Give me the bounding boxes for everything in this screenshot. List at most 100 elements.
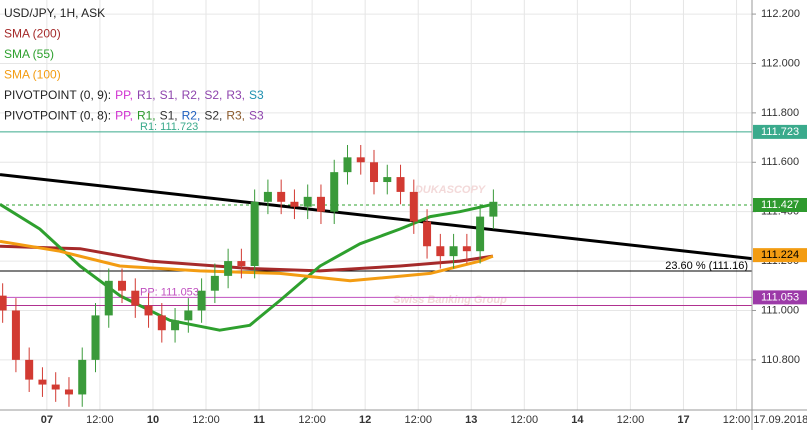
legend-item: R1, bbox=[137, 109, 156, 123]
x-tick-label: 11 bbox=[253, 414, 265, 426]
candle-body bbox=[396, 177, 405, 192]
x-tick-label: 12:00 bbox=[404, 414, 432, 426]
sma-line bbox=[0, 244, 494, 273]
legend-entry: SMA (55) bbox=[4, 47, 54, 61]
legend-item: S1, bbox=[160, 109, 178, 123]
trend-line bbox=[0, 173, 752, 261]
candle-body bbox=[423, 221, 432, 247]
price-badge-label: 111.723 bbox=[761, 126, 799, 138]
candle-body bbox=[277, 191, 286, 202]
x-tick-label: 12 bbox=[359, 414, 371, 426]
candle-body bbox=[370, 162, 379, 183]
price-badge bbox=[753, 248, 807, 263]
legend-item: S2, bbox=[204, 88, 222, 102]
candle-body bbox=[0, 295, 7, 311]
price-badge bbox=[753, 290, 807, 305]
candle-body bbox=[343, 157, 352, 173]
y-tick-label: 110.800 bbox=[761, 354, 800, 366]
chart-title: USD/JPY, 1H, ASK bbox=[4, 6, 105, 20]
legend-item: R1, bbox=[137, 88, 156, 102]
level-label: PP: 111.053 bbox=[140, 286, 199, 298]
y-tick-label: 111.600 bbox=[761, 156, 799, 168]
x-tick-label: 12:00 bbox=[617, 414, 645, 426]
candle-body bbox=[263, 191, 272, 202]
x-tick-label: 12:00 bbox=[192, 414, 220, 426]
candle-body bbox=[197, 290, 206, 311]
price-badge-label: 111.427 bbox=[761, 199, 799, 211]
candle-body bbox=[25, 359, 34, 380]
candle-body bbox=[476, 216, 485, 252]
candle-body bbox=[316, 196, 325, 212]
legend-item: PP, bbox=[115, 88, 133, 102]
candle-body bbox=[51, 384, 60, 390]
legend: USD/JPY, 1H, ASK SMA (200) SMA (55) SMA (10… bbox=[4, 6, 264, 123]
sma-line bbox=[0, 202, 494, 332]
level-label: R1: 111.723 bbox=[140, 121, 198, 133]
legend-item: S2, bbox=[204, 109, 222, 123]
watermark-text: DUKASCOPY bbox=[415, 184, 487, 196]
candle-body bbox=[144, 305, 153, 316]
legend-entry: SMA (200) bbox=[4, 27, 61, 41]
legend-label: PIVOTPOINT (0, 9): bbox=[4, 88, 111, 102]
y-tick-label: 112.200 bbox=[761, 8, 800, 20]
candle-body bbox=[250, 201, 259, 267]
candle-body bbox=[224, 261, 233, 276]
x-tick-label: 07 bbox=[41, 414, 53, 426]
legend-item: R2, bbox=[182, 88, 201, 102]
candle-body bbox=[449, 246, 458, 257]
x-tick-label: 13 bbox=[465, 414, 477, 426]
x-tick-label: 12:00 bbox=[86, 414, 114, 426]
candle-body bbox=[330, 172, 339, 212]
candle-body bbox=[38, 379, 47, 385]
legend-item: S3 bbox=[249, 109, 264, 123]
level-label: 23.60 % (111.16) bbox=[665, 260, 748, 272]
y-tick-label: 111.800 bbox=[761, 107, 799, 119]
x-tick-label: 17 bbox=[677, 414, 689, 426]
x-tick-label: 17.09.2018 bbox=[753, 414, 807, 426]
y-tick-label: 112.000 bbox=[761, 57, 800, 69]
candle-body bbox=[104, 280, 113, 316]
legend-item: R3, bbox=[226, 109, 245, 123]
candle-body bbox=[210, 275, 219, 291]
legend-item: S3 bbox=[249, 88, 264, 102]
x-tick-label: 12:00 bbox=[511, 414, 539, 426]
candle-body bbox=[356, 157, 365, 163]
x-tick-label: 10 bbox=[147, 414, 159, 426]
candle-body bbox=[11, 310, 20, 360]
x-tick-label: 12:00 bbox=[298, 414, 326, 426]
candle-body bbox=[409, 191, 418, 222]
x-tick-label: 14 bbox=[571, 414, 584, 426]
candle-body bbox=[290, 201, 299, 207]
legend-entry: PIVOTPOINT (0, 9): PP, R1, S1, R2, S2, R3, S3 bbox=[4, 88, 264, 102]
candle-body bbox=[157, 315, 166, 331]
legend-item: PP, bbox=[115, 109, 133, 123]
y-tick-label: 111.000 bbox=[761, 304, 799, 316]
price-badge-label: 111.224 bbox=[761, 249, 799, 261]
candle-body bbox=[64, 389, 73, 395]
candle-body bbox=[78, 359, 87, 395]
plot: R1: 111.723 23.60 % (111.16) PP: 111.053 bbox=[0, 121, 752, 407]
price-badge bbox=[753, 198, 807, 212]
candle-body bbox=[383, 177, 392, 183]
legend-entry: SMA (100) bbox=[4, 68, 61, 82]
legend-item: R2, bbox=[182, 109, 201, 123]
price-badge bbox=[753, 124, 807, 139]
candle-body bbox=[436, 246, 445, 257]
legend-item: S1, bbox=[160, 88, 178, 102]
legend-entry: PIVOTPOINT (0, 8): PP, R1, S1, R2, S2, R3, S3 bbox=[4, 109, 264, 123]
watermark-text: Swiss Banking Group bbox=[393, 294, 507, 306]
legend-label: PIVOTPOINT (0, 8): bbox=[4, 109, 111, 123]
legend-item: R3, bbox=[226, 88, 245, 102]
candle-body bbox=[462, 246, 471, 252]
candle-body bbox=[489, 201, 498, 217]
candle-body bbox=[118, 280, 127, 291]
sma-line bbox=[0, 239, 494, 283]
candle-body bbox=[131, 290, 140, 306]
candle-body bbox=[303, 196, 312, 207]
candle-body bbox=[91, 315, 100, 360]
x-tick-label: 12:00 bbox=[723, 414, 751, 426]
price-badge-label: 111.053 bbox=[761, 291, 799, 303]
